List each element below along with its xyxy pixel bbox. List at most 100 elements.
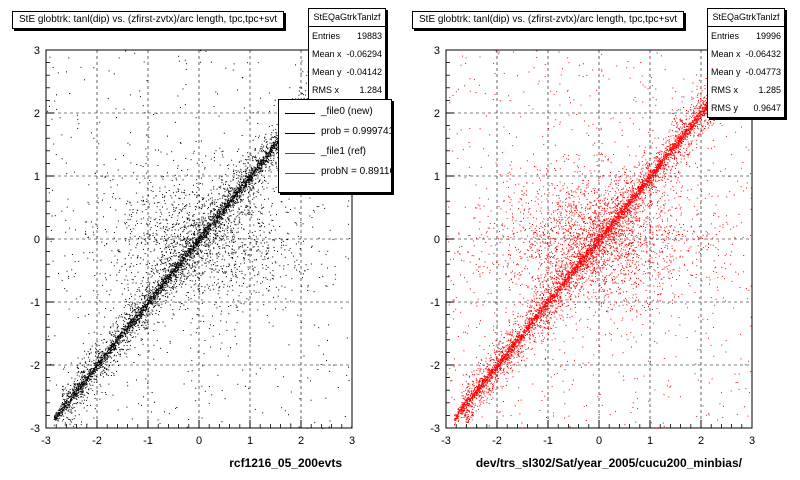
data-point [80,393,82,395]
data-point [157,269,159,271]
data-point [121,332,123,334]
data-point [233,196,235,198]
data-point [252,178,254,180]
data-point [148,297,150,299]
data-point [245,171,247,173]
data-point [78,383,80,385]
data-point [237,170,239,172]
data-point [195,242,196,244]
data-point [273,146,275,148]
data-point [127,327,129,329]
data-point [163,295,164,297]
data-point [156,286,158,288]
data-point [173,270,175,272]
data-point [166,276,168,278]
data-point [254,171,256,173]
data-point [265,153,267,155]
data-point [222,212,224,213]
data-point [165,262,167,264]
data-point [245,176,246,178]
data-point [218,215,220,217]
data-point [255,171,257,172]
data-point [104,363,106,365]
data-point [275,132,277,134]
data-point [82,379,84,380]
data-point [298,90,300,92]
data-point [108,369,110,371]
data-point [126,331,128,333]
data-point [134,309,136,311]
data-point [90,370,92,372]
data-point [252,185,254,187]
data-point [215,233,217,235]
data-point [193,242,195,244]
data-point [155,297,157,299]
data-point [90,374,92,376]
data-point [209,240,210,242]
data-point [251,171,253,173]
data-point [82,342,84,344]
data-point [231,190,233,192]
data-point [178,252,180,253]
data-point [217,212,218,213]
data-point [94,370,96,372]
data-point [215,217,217,219]
data-point [152,298,154,300]
data-point [160,285,162,286]
data-point [175,243,177,245]
data-point [173,271,175,273]
data-point [212,223,214,225]
data-point [228,192,229,194]
data-point [229,205,231,207]
data-point [165,284,167,286]
data-point [154,280,156,282]
data-point [205,228,207,230]
data-point [81,358,83,360]
data-point [159,285,161,287]
data-point [273,153,275,155]
data-point [141,312,142,314]
data-point [271,125,273,126]
data-point [53,418,55,420]
data-point [144,315,146,316]
data-point [96,364,98,366]
data-point [132,329,134,331]
data-point [275,147,277,149]
data-point [61,411,63,413]
data-point [134,321,136,323]
data-point [173,281,175,283]
data-point [242,187,244,189]
data-point [241,193,243,195]
data-point [262,146,264,148]
data-point [268,156,270,158]
data-point [184,261,186,263]
data-point [215,216,217,218]
data-point [232,203,234,205]
data-point [136,320,138,321]
data-point [215,205,217,207]
data-point [169,266,171,267]
data-point [268,167,270,169]
data-point [112,346,114,348]
data-point [259,160,261,161]
data-point [104,392,106,393]
data-point [166,269,168,271]
data-point [256,164,258,165]
data-point [275,163,277,165]
data-point [264,164,266,166]
data-point [196,244,198,245]
data-point [257,189,259,191]
data-point [109,344,111,346]
data-point [266,141,268,143]
data-point [238,183,240,185]
data-point [236,193,238,195]
data-point [58,412,60,414]
data-point [149,314,151,316]
data-point [101,339,103,341]
data-point [222,195,224,197]
data-point [217,214,218,216]
data-point [92,389,94,391]
data-point [191,249,193,250]
data-point [258,169,260,171]
data-point [150,298,152,300]
